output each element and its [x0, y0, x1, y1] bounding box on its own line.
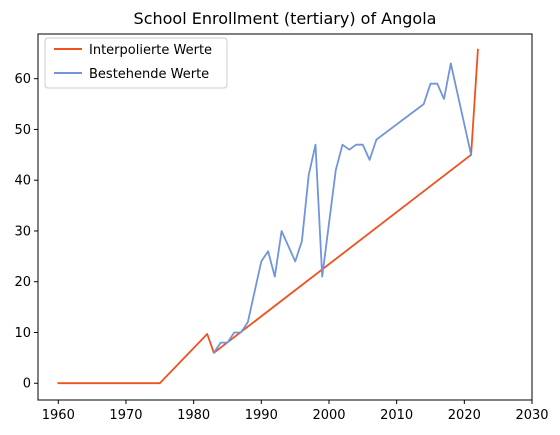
chart-title: School Enrollment (tertiary) of Angola	[134, 9, 437, 28]
legend-label-interpolated: Interpolierte Werte	[89, 43, 212, 58]
x-tick-label: 1980	[177, 408, 210, 423]
x-tick-label: 1970	[109, 408, 142, 423]
y-axis: 0 10 20 30 40 50 60	[14, 72, 38, 392]
x-axis: 1960 1970 1980 1990 2000 2010 2020 2030	[42, 400, 549, 423]
legend-label-existing: Bestehende Werte	[89, 67, 209, 82]
x-tick-label: 2010	[380, 408, 413, 423]
legend: Interpolierte Werte Bestehende Werte	[44, 37, 228, 89]
series-line-existing	[212, 62, 473, 355]
legend-box	[44, 37, 228, 89]
x-tick-label: 2000	[312, 408, 345, 423]
plot-frame	[37, 33, 533, 401]
y-tick-label: 20	[14, 275, 31, 290]
y-tick-label: 50	[14, 123, 31, 138]
y-tick-label: 60	[14, 72, 31, 87]
series-layer	[57, 48, 479, 385]
x-tick-label: 2030	[515, 408, 548, 423]
x-tick-label: 1960	[42, 408, 75, 423]
y-tick-label: 10	[14, 326, 31, 341]
y-tick-label: 30	[14, 224, 31, 239]
x-tick-label: 2020	[448, 408, 481, 423]
x-tick-label: 1990	[245, 408, 278, 423]
y-tick-label: 40	[14, 174, 31, 189]
y-tick-label: 0	[23, 377, 31, 392]
series-line-interpolated	[57, 48, 479, 385]
